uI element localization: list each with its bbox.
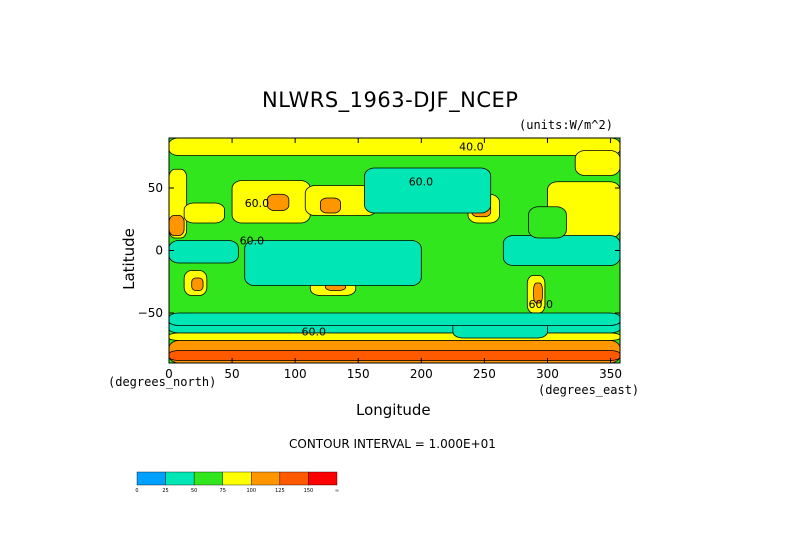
y-axis-label: Latitude — [119, 228, 138, 290]
units-label: (units:W/m^2) — [519, 118, 613, 132]
field-region-8 — [266, 193, 290, 211]
contour-label-2: 60.0 — [409, 176, 434, 189]
colorbar-swatch-5 — [279, 471, 309, 486]
field-region-22 — [168, 240, 239, 264]
y-tick-label-2: 50 — [148, 181, 163, 195]
field-region-26 — [168, 312, 621, 326]
colorbar-label-4: 100 — [247, 488, 257, 494]
y-axis-unit: (degrees_north) — [108, 375, 217, 389]
field-region-0 — [168, 137, 621, 156]
x-tick-label-3: 150 — [347, 367, 370, 381]
field-region-27 — [528, 206, 567, 239]
colorbar-label-7: ∞ — [335, 488, 339, 494]
x-axis-label: Longitude — [356, 401, 431, 419]
field-region-14 — [574, 150, 621, 176]
colorbar-label-1: 25 — [162, 488, 168, 494]
colorbar-swatch-4 — [251, 471, 281, 486]
colorbar-label-5: 125 — [275, 488, 285, 494]
x-tick-label-2: 100 — [284, 367, 307, 381]
field-region-10 — [319, 197, 341, 214]
x-tick-label-7: 350 — [599, 367, 622, 381]
field-region-23 — [502, 235, 621, 266]
contour-label-3: 60.0 — [240, 234, 265, 247]
field-region-28 — [168, 350, 621, 361]
x-tick-label-5: 250 — [473, 367, 496, 381]
colorbar-label-2: 50 — [191, 488, 197, 494]
field-region-24 — [364, 167, 492, 214]
x-tick-label-0: 0 — [165, 367, 173, 381]
colorbar-swatch-6 — [308, 471, 338, 486]
colorbar-label-0: 0 — [135, 488, 138, 494]
field-region-21 — [244, 240, 422, 286]
x-axis-unit: (degrees_east) — [538, 383, 640, 397]
plot-area: 60.0 40.0 60.0 60.0 60.0 60.0 — [168, 137, 621, 364]
colorbar: 0 25 50 75 100 125 150 ∞ — [135, 471, 339, 494]
contour-interval: CONTOUR INTERVAL = 1.000E+01 — [289, 437, 496, 451]
contour-label-0: 60.0 — [245, 197, 270, 210]
contour-label-1: 40.0 — [459, 141, 484, 154]
field-region-3 — [168, 332, 621, 341]
colorbar-label-6: 150 — [304, 488, 314, 494]
x-tick-label-4: 200 — [410, 367, 433, 381]
x-tick-label-6: 300 — [536, 367, 559, 381]
field-region-18 — [191, 277, 204, 291]
colorbar-swatch-1 — [165, 471, 195, 486]
colorbar-swatch-0 — [136, 471, 166, 486]
y-tick-label-0: −50 — [138, 306, 163, 320]
field-region-5 — [168, 215, 185, 236]
field-region-6 — [183, 202, 225, 224]
colorbar-label-3: 75 — [220, 488, 226, 494]
chart-title: NLWRS_1963-DJF_NCEP — [262, 88, 519, 112]
colorbar-swatch-2 — [193, 471, 223, 486]
contour-label-5: 60.0 — [301, 326, 326, 339]
axes: 0 50 100 150 200 250 300 350 −50 0 50 — [138, 137, 622, 381]
x-tick-label-1: 50 — [224, 367, 239, 381]
contour-label-4: 60.0 — [529, 298, 554, 311]
field-region-20 — [533, 282, 543, 304]
colorbar-swatch-3 — [222, 471, 252, 486]
y-tick-label-1: 0 — [155, 244, 163, 258]
